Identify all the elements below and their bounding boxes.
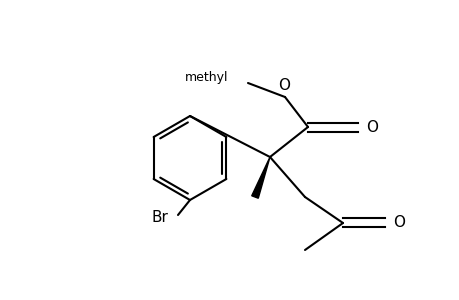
Text: methyl: methyl bbox=[184, 70, 228, 83]
Text: O: O bbox=[277, 77, 289, 92]
Text: O: O bbox=[392, 215, 404, 230]
Text: O: O bbox=[365, 119, 377, 134]
Polygon shape bbox=[251, 157, 269, 198]
Text: Br: Br bbox=[151, 211, 168, 226]
